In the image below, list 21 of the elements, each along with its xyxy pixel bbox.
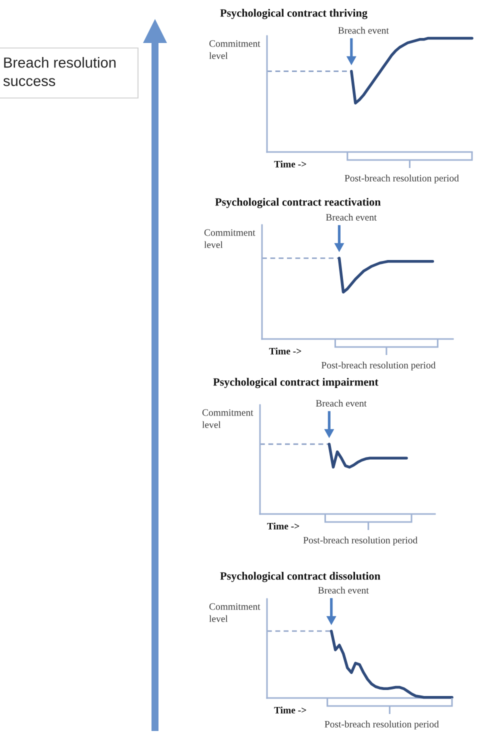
text: Breach event — [326, 214, 377, 221]
y-axis-title: Commitment level — [204, 229, 256, 248]
text: Post-breach resolution period — [303, 536, 418, 546]
chart-title: Psychological contract impairment — [213, 378, 378, 388]
text: Breach event — [316, 400, 367, 407]
chart-title: Psychological contract reactivation — [215, 198, 381, 208]
text: Breach resolution success — [3, 57, 116, 86]
text: Post-breach resolution period — [321, 362, 436, 370]
y-axis-title: Commitment level — [202, 409, 254, 428]
chart-title: Psychological contract thriving — [220, 8, 368, 20]
text: Breach event — [318, 586, 369, 594]
y-axis-title: Commitment level — [209, 40, 260, 60]
x-axis-title: Time -> — [274, 706, 306, 714]
text: Post-breach resolution period — [344, 174, 459, 184]
x-axis-title: Time -> — [267, 522, 300, 530]
x-axis-title: Time -> — [269, 348, 302, 354]
text: Post-breach resolution period — [324, 720, 439, 730]
chart-title: Psychological contract dissolution — [220, 572, 380, 582]
text: Breach event — [338, 26, 389, 34]
x-axis-title: Time -> — [274, 160, 306, 168]
y-axis-title: Commitment level — [209, 603, 260, 622]
